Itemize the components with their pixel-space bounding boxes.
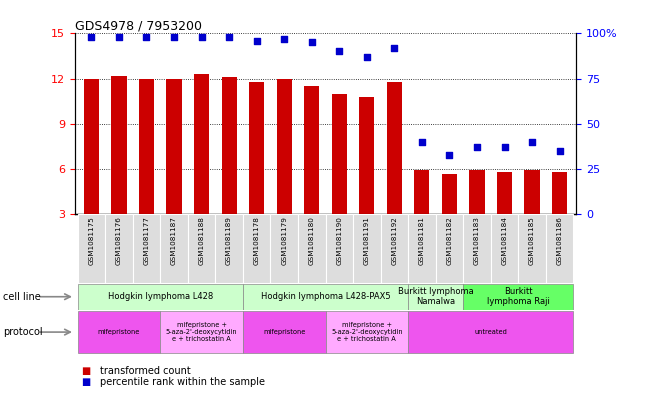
Point [86, 34, 96, 40]
FancyBboxPatch shape [326, 214, 353, 283]
FancyBboxPatch shape [518, 214, 546, 283]
FancyBboxPatch shape [436, 214, 464, 283]
Point [389, 45, 400, 51]
FancyBboxPatch shape [77, 283, 243, 310]
FancyBboxPatch shape [408, 214, 436, 283]
Text: GSM1081185: GSM1081185 [529, 216, 535, 265]
Point [499, 144, 510, 151]
Point [417, 139, 427, 145]
Text: Hodgkin lymphoma L428-PAX5: Hodgkin lymphoma L428-PAX5 [260, 292, 391, 301]
Point [361, 54, 372, 60]
Point [444, 151, 454, 158]
Text: cell line: cell line [3, 292, 41, 302]
Text: GSM1081191: GSM1081191 [364, 216, 370, 265]
Text: GSM1081192: GSM1081192 [391, 216, 397, 265]
Text: ■: ■ [81, 377, 90, 387]
FancyBboxPatch shape [187, 214, 215, 283]
FancyBboxPatch shape [270, 214, 298, 283]
Text: GSM1081178: GSM1081178 [254, 216, 260, 265]
Text: GSM1081176: GSM1081176 [116, 216, 122, 265]
Point [527, 139, 537, 145]
Text: GSM1081177: GSM1081177 [143, 216, 150, 265]
FancyBboxPatch shape [464, 214, 491, 283]
FancyBboxPatch shape [298, 214, 326, 283]
FancyBboxPatch shape [381, 214, 408, 283]
Text: GSM1081190: GSM1081190 [337, 216, 342, 265]
Point [224, 34, 234, 40]
Bar [249, 82, 264, 214]
Text: GSM1081187: GSM1081187 [171, 216, 177, 265]
FancyBboxPatch shape [105, 214, 133, 283]
FancyBboxPatch shape [160, 214, 187, 283]
Text: GSM1081175: GSM1081175 [89, 216, 94, 265]
Bar [221, 77, 237, 214]
Bar [111, 75, 126, 214]
Text: mifepristone: mifepristone [263, 329, 305, 335]
Bar [332, 94, 347, 214]
Point [555, 148, 565, 154]
Point [169, 34, 179, 40]
Point [114, 34, 124, 40]
FancyBboxPatch shape [77, 214, 105, 283]
Point [141, 34, 152, 40]
Text: ■: ■ [81, 366, 90, 376]
Text: mifepristone +
5-aza-2'-deoxycytidin
e + trichostatin A: mifepristone + 5-aza-2'-deoxycytidin e +… [331, 322, 402, 342]
Text: GSM1081182: GSM1081182 [447, 216, 452, 265]
FancyBboxPatch shape [243, 311, 326, 353]
FancyBboxPatch shape [546, 214, 574, 283]
Text: mifepristone: mifepristone [98, 329, 140, 335]
Point [307, 39, 317, 46]
Bar [552, 172, 567, 214]
Text: GSM1081184: GSM1081184 [501, 216, 508, 265]
Point [334, 48, 344, 55]
Text: GSM1081188: GSM1081188 [199, 216, 204, 265]
Text: GDS4978 / 7953200: GDS4978 / 7953200 [75, 19, 202, 32]
Text: mifepristone +
5-aza-2'-deoxycytidin
e + trichostatin A: mifepristone + 5-aza-2'-deoxycytidin e +… [166, 322, 238, 342]
Text: untreated: untreated [475, 329, 507, 335]
Bar [194, 74, 209, 214]
FancyBboxPatch shape [353, 214, 381, 283]
FancyBboxPatch shape [133, 214, 160, 283]
Bar [277, 79, 292, 214]
Bar [525, 171, 540, 214]
Text: GSM1081180: GSM1081180 [309, 216, 314, 265]
Text: percentile rank within the sample: percentile rank within the sample [100, 377, 264, 387]
FancyBboxPatch shape [464, 283, 574, 310]
Text: GSM1081181: GSM1081181 [419, 216, 425, 265]
FancyBboxPatch shape [243, 214, 270, 283]
FancyBboxPatch shape [243, 283, 408, 310]
Point [251, 37, 262, 44]
Bar [139, 79, 154, 214]
Bar [359, 97, 374, 214]
Text: GSM1081189: GSM1081189 [226, 216, 232, 265]
FancyBboxPatch shape [77, 311, 160, 353]
Text: GSM1081179: GSM1081179 [281, 216, 287, 265]
FancyBboxPatch shape [160, 311, 243, 353]
Point [279, 36, 290, 42]
Point [197, 34, 207, 40]
Text: transformed count: transformed count [100, 366, 190, 376]
Point [472, 144, 482, 151]
Text: Burkitt
lymphoma Raji: Burkitt lymphoma Raji [487, 287, 549, 307]
FancyBboxPatch shape [215, 214, 243, 283]
Bar [497, 172, 512, 214]
FancyBboxPatch shape [408, 283, 464, 310]
Text: protocol: protocol [3, 327, 43, 337]
Text: GSM1081186: GSM1081186 [557, 216, 562, 265]
Bar [469, 171, 484, 214]
FancyBboxPatch shape [408, 311, 574, 353]
FancyBboxPatch shape [326, 311, 408, 353]
Bar [414, 171, 430, 214]
FancyBboxPatch shape [491, 214, 518, 283]
Text: GSM1081183: GSM1081183 [474, 216, 480, 265]
Bar [304, 86, 319, 214]
Bar [167, 79, 182, 214]
Text: Hodgkin lymphoma L428: Hodgkin lymphoma L428 [107, 292, 213, 301]
Text: Burkitt lymphoma
Namalwa: Burkitt lymphoma Namalwa [398, 287, 473, 307]
Bar [387, 82, 402, 214]
Bar [84, 79, 99, 214]
Bar [442, 173, 457, 214]
